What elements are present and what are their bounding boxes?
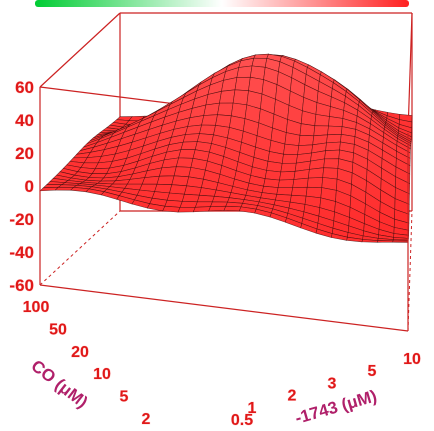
surface-cell [169, 184, 187, 195]
surface-cell [307, 167, 325, 179]
z-tick-label: 0 [25, 177, 34, 196]
frame-edge [407, 12, 413, 134]
surface-cell [159, 166, 177, 177]
z-tick-label: -60 [9, 276, 34, 295]
z-tick-label: 20 [15, 144, 34, 163]
surface-cell [179, 201, 198, 208]
surface-cell [171, 175, 190, 187]
surface-cell [324, 149, 340, 160]
surface-cell [184, 185, 202, 196]
surface-cell [162, 205, 181, 213]
surface-cell [219, 89, 236, 104]
surface-cell [232, 89, 249, 106]
surface-cell [327, 125, 343, 136]
colorbar [35, 0, 409, 7]
surface-cell [181, 193, 200, 203]
surface-cell [253, 53, 269, 59]
front-frame [39, 87, 409, 332]
surface-cell [264, 170, 282, 181]
x-tick-label: 5 [368, 363, 377, 380]
surface-cell [175, 157, 194, 168]
x-tick-label: 3 [328, 375, 337, 392]
surface-cell [203, 102, 220, 116]
frame-edge [39, 284, 409, 332]
surface-cell [199, 124, 216, 136]
surface-cell [283, 143, 300, 155]
surface-cell [298, 135, 315, 146]
surface-cell [279, 171, 296, 181]
surface-cell [210, 201, 228, 207]
surface-cell [177, 207, 196, 213]
surface-cell [281, 153, 298, 164]
z-tick-label: -40 [9, 243, 34, 262]
surface-cell [173, 166, 192, 178]
surface-cell [208, 205, 227, 212]
x-tick-label: 2 [288, 388, 297, 405]
surface-cell [323, 158, 340, 169]
frame-edge [39, 210, 121, 286]
x-tick-label: 10 [403, 351, 421, 368]
x-axis-label: -1743 (μM) [293, 386, 379, 427]
x-tick-label: 0.5 [231, 412, 253, 429]
z-tick-label: 60 [15, 78, 34, 97]
surface-cell [306, 177, 324, 188]
surface-cell [277, 179, 295, 188]
surface-cell [217, 102, 234, 117]
surface-cell [180, 141, 198, 150]
surface-cell [291, 186, 308, 197]
x-tick-label: 1 [248, 400, 257, 417]
surface-cell [156, 175, 175, 185]
co-axis-label: CO (μM) [28, 356, 92, 412]
co-tick-label: 100 [23, 299, 50, 316]
surface-cell [314, 114, 330, 127]
surface-cell [280, 162, 297, 173]
surface-cell [236, 65, 253, 78]
z-axis-ticks: 60 40 20 0 -20 -40 -60 [9, 78, 34, 296]
surface-cell [197, 194, 215, 203]
x-axis-ticks: 0.51 2 3 5 10 [230, 351, 421, 430]
surface-cell [178, 149, 196, 159]
co-tick-label: 20 [71, 344, 89, 361]
surface-cell [276, 187, 294, 196]
surface-cell [392, 240, 409, 243]
surface-cell [185, 124, 202, 135]
surface-cell [328, 116, 344, 127]
surface-cell [326, 134, 342, 144]
surface-cell [292, 177, 309, 188]
surface-cell [325, 141, 341, 151]
co-tick-label: 50 [49, 321, 67, 338]
z-tick-label: 40 [15, 111, 34, 130]
surface-cell [313, 125, 329, 137]
frame-edge [39, 12, 121, 88]
surface-cell [141, 175, 160, 185]
co-tick-label: 10 [93, 366, 111, 383]
co-tick-label: 2 [142, 411, 151, 428]
surface-cell [234, 76, 251, 91]
surface-cell [299, 123, 316, 137]
surface-cell [223, 205, 242, 212]
surface-cell [201, 114, 218, 126]
surface-cell [182, 133, 200, 143]
surface-cell [376, 240, 394, 243]
surface-mesh [39, 53, 413, 243]
z-tick-label: -20 [9, 210, 34, 229]
co-tick-label: 5 [120, 389, 129, 406]
surface-cell [192, 206, 211, 213]
frame-edge [407, 210, 413, 332]
surface-cell [322, 167, 339, 180]
